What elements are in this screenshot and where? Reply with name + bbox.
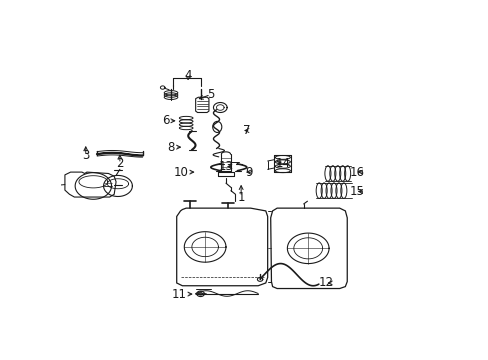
Text: 2: 2 [116,157,123,170]
Text: 10: 10 [173,166,188,179]
Text: 14: 14 [275,157,290,170]
Text: 11: 11 [171,288,186,301]
Text: 9: 9 [244,166,252,179]
Text: 6: 6 [162,114,169,127]
Text: 16: 16 [348,166,364,179]
Text: 15: 15 [349,185,364,198]
Text: 5: 5 [207,88,214,101]
Text: 8: 8 [167,141,175,154]
Text: 12: 12 [318,276,333,289]
Text: 3: 3 [82,149,89,162]
Text: 1: 1 [237,190,244,203]
Text: 13: 13 [218,160,233,173]
Text: 4: 4 [184,68,191,82]
Text: 7: 7 [243,124,250,137]
